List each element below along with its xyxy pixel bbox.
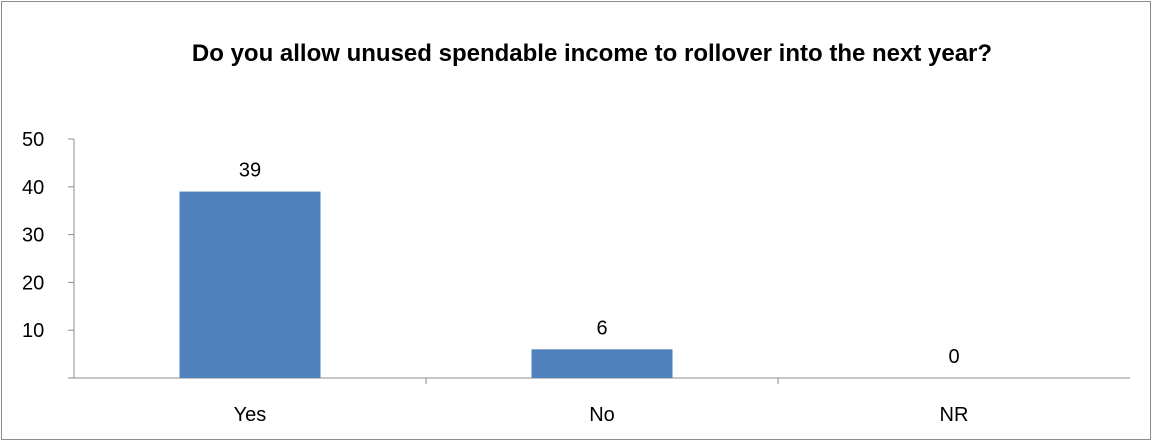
bar-no [531, 349, 673, 378]
y-axis: 10 20 30 40 50 [22, 129, 75, 378]
data-label-no: 6 [596, 317, 607, 339]
x-axis: Yes No NR [68, 377, 1130, 426]
x-category-label-nr: NR [940, 404, 969, 426]
y-tick-label: 40 [22, 177, 44, 199]
x-category-label-no: No [589, 404, 615, 426]
data-label-nr: 0 [948, 346, 959, 368]
x-category-label-yes: Yes [234, 404, 267, 426]
y-tick-label: 50 [22, 129, 44, 151]
bar-yes [179, 191, 321, 378]
chart-title: Do you allow unused spendable income to … [191, 40, 993, 67]
y-tick-label: 30 [22, 225, 44, 247]
y-tick-label: 20 [22, 272, 44, 294]
y-tick-label: 10 [22, 320, 44, 342]
bar-series [179, 191, 673, 378]
data-labels: 39 6 0 [239, 160, 960, 368]
data-label-yes: 39 [239, 160, 261, 182]
